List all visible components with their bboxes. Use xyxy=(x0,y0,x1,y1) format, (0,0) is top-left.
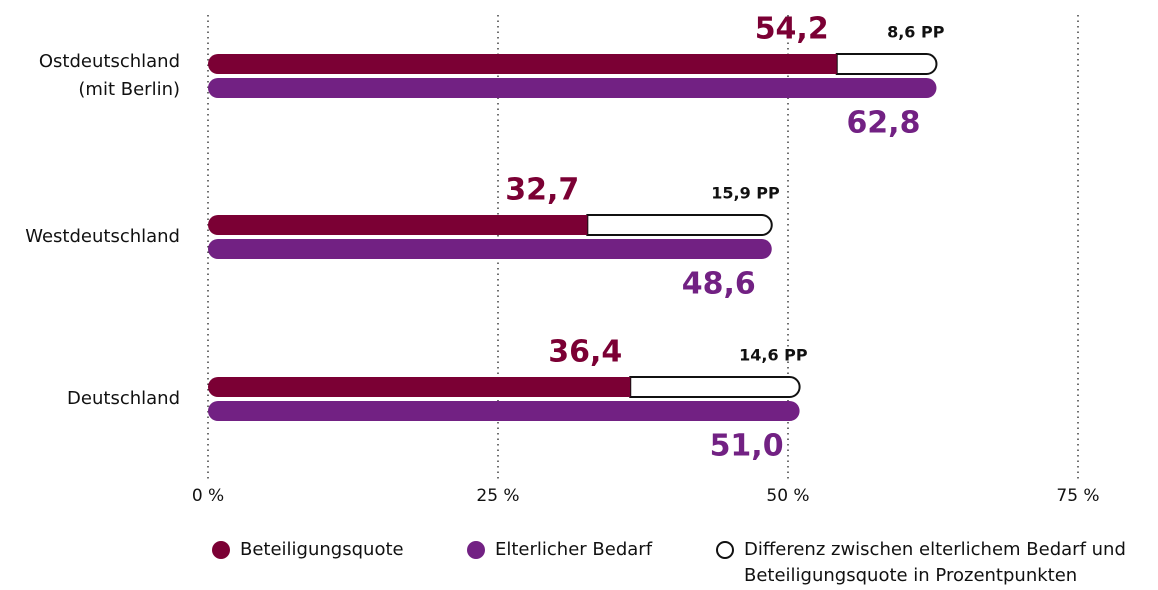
category-label: (mit Berlin) xyxy=(78,79,180,100)
value-label: 14,6 PP xyxy=(739,346,808,365)
difference-bar xyxy=(586,214,773,236)
value-label: 32,7 xyxy=(505,173,579,208)
value-label: 51,0 xyxy=(710,429,784,464)
x-tick-label: 50 % xyxy=(766,486,809,506)
value-label: 15,9 PP xyxy=(711,184,780,203)
value-label: 54,2 xyxy=(755,12,829,47)
legend-label: Elterlicher Bedarf xyxy=(495,539,653,560)
difference-bar xyxy=(629,376,801,398)
legend-item: Elterlicher Bedarf xyxy=(467,537,652,563)
participation-bar xyxy=(208,377,631,397)
value-label: 36,4 xyxy=(548,335,622,370)
category-label: Deutschland xyxy=(67,388,180,409)
legend-item: Differenz zwischen elterlichem Bedarf un… xyxy=(716,537,1158,589)
demand-bar xyxy=(208,401,800,421)
legend-swatch xyxy=(212,541,230,559)
demand-bar xyxy=(208,78,937,98)
legend-label: Differenz zwischen elterlichem Bedarf un… xyxy=(744,539,1126,586)
value-label: 48,6 xyxy=(682,267,756,302)
participation-bar xyxy=(208,215,588,235)
x-tick-label: 0 % xyxy=(192,486,224,506)
category-label: Westdeutschland xyxy=(25,226,180,247)
value-label: 62,8 xyxy=(846,106,920,141)
legend-label: Beteiligungsquote xyxy=(240,539,404,560)
demand-bar xyxy=(208,239,772,259)
x-tick-label: 25 % xyxy=(476,486,519,506)
value-label: 8,6 PP xyxy=(887,23,945,42)
legend-item: Beteiligungsquote xyxy=(212,537,404,563)
difference-bar xyxy=(835,53,938,75)
legend-swatch xyxy=(467,541,485,559)
participation-bar xyxy=(208,54,837,74)
category-label: Ostdeutschland xyxy=(39,51,180,72)
legend-swatch xyxy=(716,541,734,559)
x-tick-label: 75 % xyxy=(1056,486,1099,506)
